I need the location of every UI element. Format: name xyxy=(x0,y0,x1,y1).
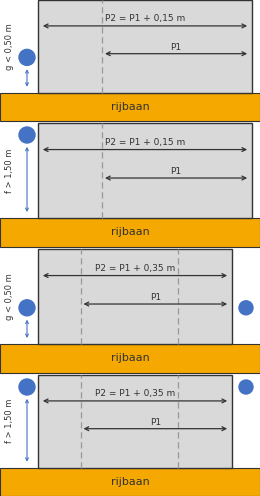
Circle shape xyxy=(239,380,253,394)
Circle shape xyxy=(19,379,35,395)
Text: f > 1,50 m: f > 1,50 m xyxy=(5,148,15,192)
Bar xyxy=(0,344,260,373)
Circle shape xyxy=(239,301,253,315)
Bar xyxy=(0,468,260,496)
Text: P2 = P1 + 0,15 m: P2 = P1 + 0,15 m xyxy=(105,14,185,23)
Text: P1: P1 xyxy=(171,43,182,52)
Text: rijbaan: rijbaan xyxy=(110,102,150,112)
Text: rijbaan: rijbaan xyxy=(110,354,150,364)
Bar xyxy=(38,123,252,218)
Circle shape xyxy=(19,127,35,143)
Text: g < 0,50 m: g < 0,50 m xyxy=(5,23,15,69)
Text: g < 0,50 m: g < 0,50 m xyxy=(5,273,15,320)
Text: rijbaan: rijbaan xyxy=(110,477,150,487)
Bar xyxy=(38,0,252,93)
Text: P2 = P1 + 0,35 m: P2 = P1 + 0,35 m xyxy=(95,263,175,273)
Text: f > 1,50 m: f > 1,50 m xyxy=(5,399,15,443)
Bar xyxy=(38,249,232,344)
Text: P1: P1 xyxy=(171,167,182,176)
Circle shape xyxy=(19,50,35,65)
Text: P2 = P1 + 0,15 m: P2 = P1 + 0,15 m xyxy=(105,137,185,146)
Text: P1: P1 xyxy=(150,418,161,427)
Text: P2 = P1 + 0,35 m: P2 = P1 + 0,35 m xyxy=(95,389,175,398)
Circle shape xyxy=(19,300,35,316)
Text: rijbaan: rijbaan xyxy=(110,228,150,238)
Bar xyxy=(0,218,260,247)
Text: P1: P1 xyxy=(150,293,161,302)
Bar xyxy=(38,375,232,468)
Bar xyxy=(0,93,260,121)
